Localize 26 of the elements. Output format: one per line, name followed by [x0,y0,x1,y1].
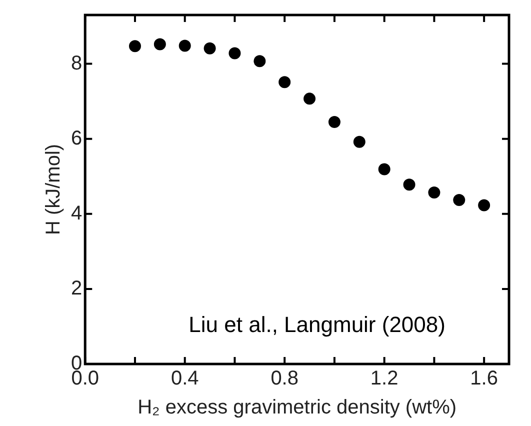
point [278,76,291,88]
y-tick-label: 8 [71,52,82,74]
point [204,42,216,54]
point [154,38,166,50]
y-tick-label: 6 [71,127,82,150]
y-tick-label: 4 [71,202,82,224]
y-axis-title: H (kJ/mol) [42,144,65,236]
x-axis-title: H₂ excess gravimetric density (wt%) [138,396,457,419]
x-tick-label: 1.2 [370,368,398,390]
x-tick-label: 1.6 [470,368,498,390]
point [428,186,440,198]
point [254,55,266,68]
point [478,199,490,212]
point [128,40,141,52]
point [378,163,390,176]
x-tick-label: 0.8 [270,368,298,390]
point [328,116,340,128]
point [228,47,241,60]
y-tick-label: 2 [71,277,82,300]
point [304,92,316,105]
annotation: Liu et al., Langmuir (2008) [188,312,446,337]
point [453,194,466,206]
x-tick-label: 0.4 [170,368,199,390]
point [178,40,191,52]
point [403,178,416,191]
point [353,136,366,148]
